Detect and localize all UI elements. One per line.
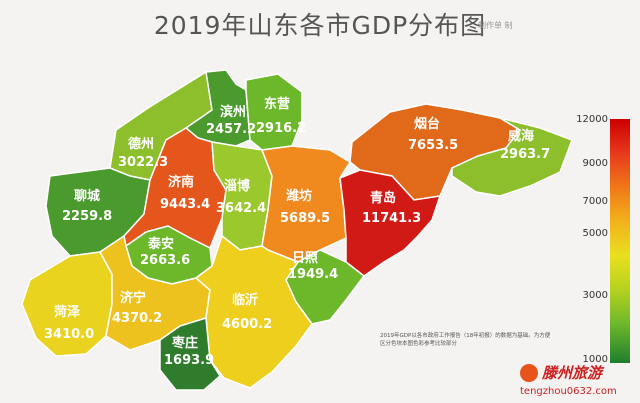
legend-label-9000: 9000 — [582, 158, 608, 169]
svg-text:3642.4: 3642.4 — [216, 201, 266, 216]
label-weifang: 潍坊 5689.5 — [280, 188, 330, 226]
label-jining: 济宁 4370.2 — [112, 290, 162, 326]
svg-text:3410.0: 3410.0 — [44, 327, 94, 342]
legend-label-5000: 5000 — [582, 228, 608, 239]
label-heze: 菏泽 3410.0 — [44, 304, 94, 342]
svg-text:4370.2: 4370.2 — [112, 311, 162, 326]
label-dezhou: 德州 3022.3 — [118, 136, 168, 170]
brand-name: 滕州旅游 — [542, 364, 603, 382]
label-dongying: 东营 2916.2 — [256, 96, 306, 136]
brand-url: tengzhou0632.com — [520, 386, 617, 397]
svg-text:7653.5: 7653.5 — [408, 138, 458, 153]
svg-text:2916.2: 2916.2 — [256, 121, 306, 136]
title-tag: 制作单 制 — [478, 21, 513, 30]
svg-text:9443.4: 9443.4 — [160, 197, 210, 212]
legend-label-3000: 3000 — [582, 290, 608, 301]
legend-label-1000: 1000 — [582, 354, 608, 365]
svg-text:淄博: 淄博 — [224, 178, 250, 194]
svg-text:潍坊: 潍坊 — [286, 188, 312, 204]
legend-label-7000: 7000 — [582, 196, 608, 207]
label-linyi: 临沂 4600.2 — [222, 292, 272, 332]
region-dongying[interactable] — [245, 73, 303, 151]
svg-text:11741.3: 11741.3 — [362, 211, 421, 226]
label-jinan: 济南 9443.4 — [160, 174, 210, 212]
label-weihai: 威海 2963.7 — [500, 128, 550, 162]
svg-text:滨州: 滨州 — [220, 104, 246, 120]
svg-text:泰安: 泰安 — [147, 236, 174, 252]
svg-text:德州: 德州 — [128, 136, 154, 152]
label-zaozhuang: 枣庄 1693.9 — [164, 335, 214, 368]
svg-text:2259.8: 2259.8 — [62, 209, 112, 224]
region-qingdao[interactable] — [339, 169, 442, 277]
region-weihai[interactable] — [451, 117, 573, 197]
svg-text:威海: 威海 — [508, 128, 534, 144]
svg-text:枣庄: 枣庄 — [171, 335, 198, 351]
label-liaocheng: 聊城 2259.8 — [62, 188, 112, 224]
svg-text:日照: 日照 — [292, 251, 318, 266]
legend-label-12000: 12000 — [576, 114, 608, 125]
svg-text:临沂: 临沂 — [232, 292, 258, 308]
svg-text:2663.6: 2663.6 — [140, 253, 190, 268]
label-zibo: 淄博 3642.4 — [216, 178, 266, 216]
svg-text:4600.2: 4600.2 — [222, 317, 272, 332]
svg-text:济宁: 济宁 — [120, 290, 146, 306]
region-zaozhuang[interactable] — [159, 317, 221, 391]
brand-logo-icon — [520, 364, 538, 382]
svg-text:2963.7: 2963.7 — [500, 147, 550, 162]
svg-text:2457.2: 2457.2 — [206, 122, 256, 137]
svg-text:1949.4: 1949.4 — [288, 267, 338, 282]
label-qingdao: 青岛 11741.3 — [362, 190, 421, 226]
legend-color-bar — [610, 119, 630, 363]
source-note: 2019年GDP以各市政府工作报告（18年初报）的数据为基础。为方便区分色块本图… — [380, 333, 551, 347]
label-binzhou: 滨州 2457.2 — [206, 104, 256, 137]
svg-text:5689.5: 5689.5 — [280, 211, 330, 226]
svg-text:东营: 东营 — [264, 96, 290, 112]
svg-text:1693.9: 1693.9 — [164, 353, 214, 368]
svg-text:聊城: 聊城 — [74, 188, 100, 204]
svg-text:菏泽: 菏泽 — [54, 304, 81, 320]
svg-text:烟台: 烟台 — [414, 116, 440, 132]
label-rizhao: 日照 1949.4 — [288, 251, 338, 282]
region-weifang[interactable] — [260, 145, 352, 263]
svg-text:济南: 济南 — [168, 174, 194, 190]
map-title: 2019年山东各市GDP分布图 — [153, 11, 487, 40]
svg-text:青岛: 青岛 — [370, 190, 396, 206]
label-yantai: 烟台 7653.5 — [408, 116, 458, 153]
svg-text:3022.3: 3022.3 — [118, 155, 168, 170]
label-taian: 泰安 2663.6 — [140, 236, 190, 268]
